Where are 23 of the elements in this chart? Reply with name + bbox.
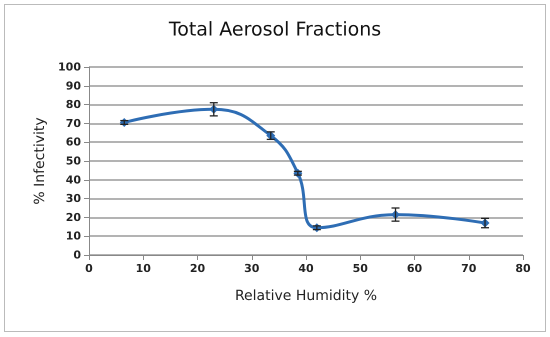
- y-tick-label: 50: [66, 154, 82, 168]
- x-tick-label: 30: [244, 262, 260, 275]
- x-tick-label: 20: [190, 262, 206, 275]
- x-tick-label: 40: [298, 262, 314, 275]
- x-axis-title: Relative Humidity %: [234, 288, 378, 304]
- y-tick-label: 20: [66, 210, 82, 224]
- x-tick-label: 10: [136, 262, 152, 275]
- y-tick-label: 30: [66, 192, 82, 206]
- x-tick-label: 60: [406, 262, 422, 275]
- y-tick-label: 40: [66, 173, 82, 186]
- y-axis-title: % Infectivity: [32, 117, 48, 205]
- y-tick-label: 10: [66, 230, 82, 243]
- y-tick-label: 80: [66, 98, 82, 112]
- y-tick-label: 70: [66, 116, 82, 130]
- y-tick-label: 0: [73, 248, 82, 262]
- y-tick-label: 90: [66, 79, 82, 92]
- chart-title: Total Aerosol Fractions: [168, 18, 382, 40]
- x-tick-label: 50: [352, 262, 368, 275]
- x-tick-label: 0: [85, 262, 94, 275]
- y-tick-label: 60: [66, 136, 82, 149]
- x-tick-label: 70: [461, 262, 477, 275]
- x-tick-label: 80: [515, 262, 531, 275]
- y-tick-label: 100: [58, 60, 82, 74]
